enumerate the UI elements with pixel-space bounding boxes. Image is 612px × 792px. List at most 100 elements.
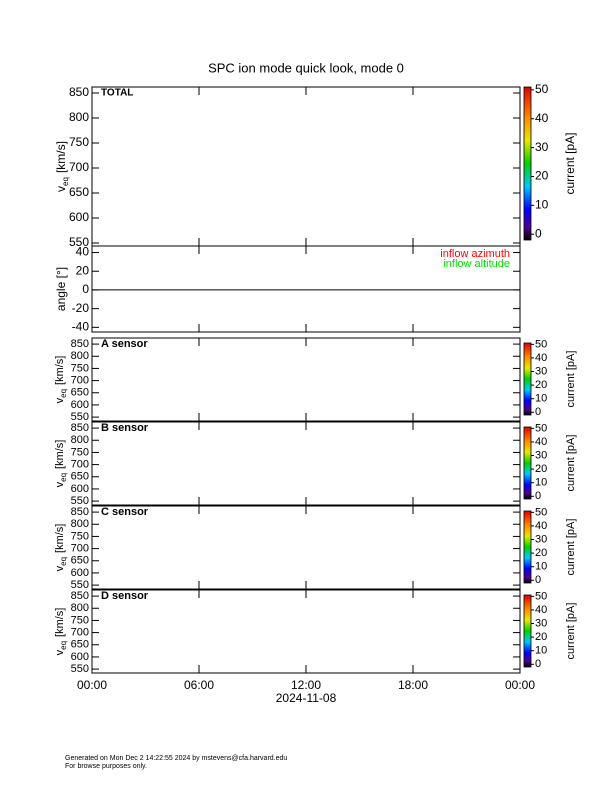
y-axis-label-text: v: [54, 481, 66, 487]
x-tick-label: 12:00: [291, 678, 321, 692]
y-axis-label-text: angle [°]: [54, 267, 68, 311]
y-tick-label: 750: [71, 362, 89, 374]
y-tick-label: 700: [71, 459, 89, 471]
colorbar-tick-label: 10: [535, 645, 547, 657]
legend-entry: inflow altitude: [443, 258, 510, 270]
colorbar-tick-label: 20: [535, 547, 547, 559]
y-tick-label: 850: [71, 590, 89, 602]
y-tick-label: 800: [69, 110, 89, 124]
y-tick-label: 750: [71, 614, 89, 626]
y-tick-label: 650: [71, 471, 89, 483]
y-tick-label: 600: [71, 567, 89, 579]
panel-frame: [91, 337, 521, 422]
legend-entry: inflow azimuth: [440, 248, 510, 260]
y-tick-label: -40: [72, 319, 90, 333]
colorbar-label: current [pA]: [563, 132, 577, 194]
x-tick-label: 06:00: [184, 678, 214, 692]
y-axis-label-sub: eq: [59, 641, 68, 650]
y-axis-label-unit: [km/s]: [54, 440, 66, 469]
y-tick-label: 750: [71, 530, 89, 542]
y-axis-label-text: v: [54, 397, 66, 403]
footer-text: For browse purposes only.: [65, 763, 147, 770]
y-tick-label: 800: [71, 434, 89, 446]
y-tick-label: 600: [69, 210, 89, 224]
y-axis-label: veq [km/s]: [54, 141, 70, 192]
colorbar-label: current [pA]: [565, 603, 577, 660]
colorbar-tick-label: 50: [535, 590, 547, 602]
colorbar-tick-label: 0: [535, 658, 541, 670]
y-tick-label: 700: [71, 375, 89, 387]
colorbar-tick-label: 20: [535, 631, 547, 643]
y-tick-label: 550: [71, 663, 89, 675]
x-axis-label: 2024-11-08: [276, 691, 337, 705]
y-axis-label-sub: eq: [59, 473, 68, 482]
y-tick-label: 650: [71, 555, 89, 567]
colorbar: [523, 342, 532, 416]
colorbar-label: current [pA]: [565, 435, 577, 492]
colorbar-tick-label: 50: [535, 338, 547, 350]
colorbar-tick-label: 10: [535, 477, 547, 489]
x-tick-label: 18:00: [398, 678, 428, 692]
y-tick-label: 20: [76, 263, 90, 277]
y-tick-label: 650: [69, 185, 89, 199]
panel-frame: [91, 86, 521, 247]
y-tick-label: 700: [71, 543, 89, 555]
colorbar-tick-label: 30: [535, 449, 547, 461]
panel-label: D sensor: [101, 590, 149, 602]
colorbar-tick-label: 10: [535, 198, 549, 212]
y-tick-label: 0: [82, 282, 89, 296]
colorbar-tick-label: 30: [535, 617, 547, 629]
panel-label: TOTAL: [101, 88, 133, 99]
colorbar-tick-label: 0: [535, 226, 542, 240]
y-tick-label: 750: [69, 135, 89, 149]
colorbar-tick-label: 10: [535, 561, 547, 573]
colorbar-tick-label: 10: [535, 393, 547, 405]
y-tick-label: 600: [71, 399, 89, 411]
colorbar-tick-label: 20: [535, 169, 549, 183]
y-axis-label: veq [km/s]: [54, 608, 68, 656]
colorbar: [523, 86, 532, 241]
y-tick-label: 650: [71, 639, 89, 651]
colorbar-label: current [pA]: [565, 351, 577, 408]
colorbar-tick-label: 20: [535, 463, 547, 475]
y-axis-label-text: v: [54, 565, 66, 571]
panel-frame: [91, 589, 521, 674]
colorbar: [523, 426, 532, 500]
y-axis-label: veq [km/s]: [54, 440, 68, 488]
colorbar-tick-label: 0: [535, 574, 541, 586]
colorbar-tick-label: 30: [535, 533, 547, 545]
colorbar-tick-label: 50: [535, 506, 547, 518]
y-tick-label: 550: [71, 495, 89, 507]
y-axis-label-text: v: [54, 186, 68, 192]
colorbar: [523, 510, 532, 584]
y-tick-label: 600: [71, 651, 89, 663]
colorbar-tick-label: 40: [535, 520, 547, 532]
y-axis-label: veq [km/s]: [54, 524, 68, 572]
y-axis-label: angle [°]: [54, 267, 68, 311]
y-axis-label-unit: [km/s]: [54, 356, 66, 385]
colorbar-tick-label: 0: [535, 406, 541, 418]
y-axis-label-sub: eq: [59, 557, 68, 566]
y-axis-label-sub: eq: [61, 177, 70, 186]
y-axis-label-sub: eq: [59, 389, 68, 398]
y-tick-label: 750: [71, 446, 89, 458]
colorbar-tick-label: 50: [535, 82, 549, 96]
y-tick-label: 850: [71, 422, 89, 434]
y-tick-label: 550: [69, 235, 89, 249]
colorbar-tick-label: 0: [535, 490, 541, 502]
y-tick-label: -20: [72, 301, 90, 315]
x-tick-label: 00:00: [505, 678, 535, 692]
y-tick-label: 650: [71, 387, 89, 399]
colorbar-tick-label: 40: [535, 352, 547, 364]
y-tick-label: 550: [71, 411, 89, 423]
panel-frame: [91, 505, 521, 590]
y-tick-label: 850: [71, 338, 89, 350]
footer-text: Generated on Mon Dec 2 14:22:55 2024 by …: [65, 755, 287, 762]
y-tick-label: 600: [71, 483, 89, 495]
y-tick-label: 700: [69, 160, 89, 174]
y-axis-label: veq [km/s]: [54, 356, 68, 404]
y-tick-label: 40: [76, 245, 90, 259]
colorbar: [523, 594, 532, 668]
colorbar-tick-label: 40: [535, 436, 547, 448]
